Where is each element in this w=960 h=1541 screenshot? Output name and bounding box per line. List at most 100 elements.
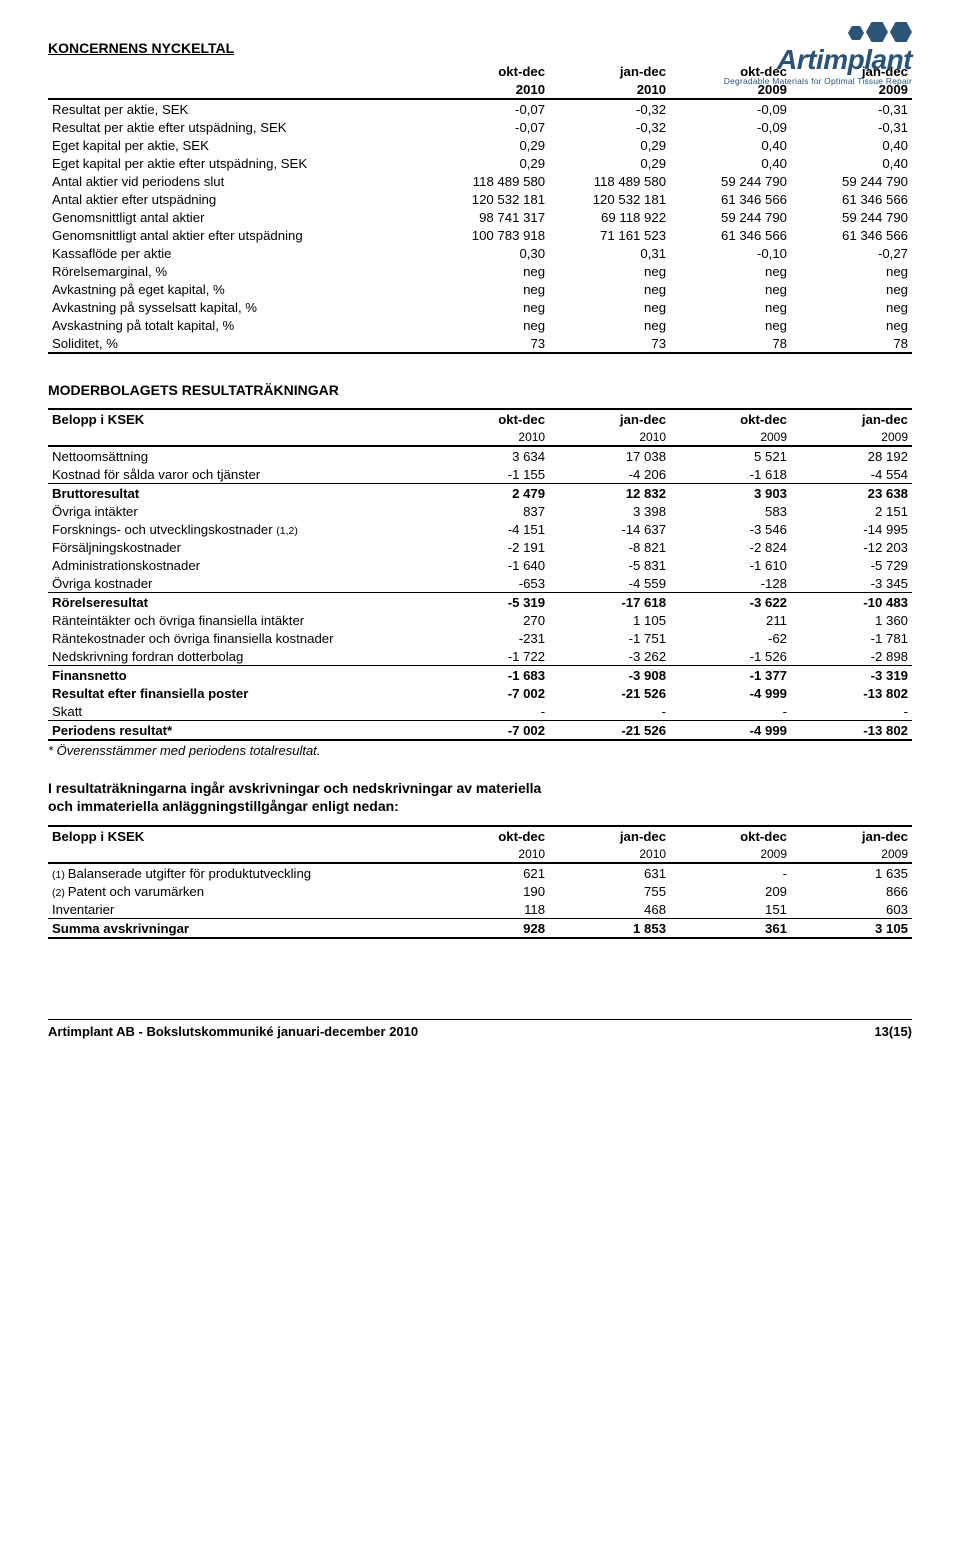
row-value: - — [670, 863, 791, 882]
row-value: -1 610 — [670, 556, 791, 574]
row-value: 1 853 — [549, 919, 670, 939]
table2-footnote: * Överensstämmer med periodens totalresu… — [48, 743, 912, 758]
row-value: -13 802 — [791, 721, 912, 741]
table-avskrivningar: Belopp i KSEKokt-decjan-decokt-decjan-de… — [48, 825, 912, 939]
row-value: 78 — [791, 334, 912, 353]
note-paragraph: I resultaträkningarna ingår avskrivninga… — [48, 780, 912, 815]
row-value: -4 151 — [428, 520, 549, 538]
row-value: -0,07 — [428, 99, 549, 118]
col-period: jan-dec — [549, 62, 670, 80]
row-value: 17 038 — [549, 446, 670, 465]
row-value: -1 640 — [428, 556, 549, 574]
col-period: okt-dec — [670, 826, 791, 845]
row-value: -1 683 — [428, 666, 549, 685]
row-label: Resultat per aktie efter utspädning, SEK — [48, 118, 428, 136]
row-value: -0,32 — [549, 99, 670, 118]
row-label: Rörelseresultat — [48, 593, 428, 612]
hex-icon — [848, 26, 864, 40]
row-value: -0,07 — [428, 118, 549, 136]
col-period: jan-dec — [549, 826, 670, 845]
row-value: 120 532 181 — [428, 190, 549, 208]
row-value: 190 — [428, 882, 549, 900]
row-value: -7 002 — [428, 684, 549, 702]
row-value: neg — [549, 262, 670, 280]
data-row: Summa avskrivningar9281 8533613 105 — [48, 919, 912, 939]
row-value: neg — [670, 262, 791, 280]
row-label: (1) Balanserade utgifter för produktutve… — [48, 863, 428, 882]
col-period: okt-dec — [428, 62, 549, 80]
row-label: Rörelsemarginal, % — [48, 262, 428, 280]
row-value: 211 — [670, 611, 791, 629]
row-value: 270 — [428, 611, 549, 629]
row-value: - — [670, 702, 791, 721]
row-value: neg — [670, 280, 791, 298]
row-value: 61 346 566 — [670, 190, 791, 208]
data-row: Genomsnittligt antal aktier98 741 31769 … — [48, 208, 912, 226]
table-nyckeltal: okt-decjan-decokt-decjan-dec201020102009… — [48, 62, 912, 354]
row-value: 0,29 — [428, 136, 549, 154]
row-value: -0,31 — [791, 118, 912, 136]
hex-icon — [866, 22, 888, 42]
data-row: Övriga intäkter8373 3985832 151 — [48, 502, 912, 520]
row-label: Inventarier — [48, 900, 428, 919]
row-value: 23 638 — [791, 484, 912, 503]
row-value: -0,32 — [549, 118, 670, 136]
row-value: neg — [791, 262, 912, 280]
row-value: 1 360 — [791, 611, 912, 629]
row-value: - — [791, 702, 912, 721]
row-label: Försäljningskostnader — [48, 538, 428, 556]
data-row: (2) Patent och varumärken190755209866 — [48, 882, 912, 900]
row-value: 603 — [791, 900, 912, 919]
row-label: (2) Patent och varumärken — [48, 882, 428, 900]
row-value: - — [549, 702, 670, 721]
header-year-row: 2010201020092009 — [48, 428, 912, 446]
row-label: Övriga intäkter — [48, 502, 428, 520]
row-value: 0,40 — [791, 136, 912, 154]
row-label: Genomsnittligt antal aktier efter utspäd… — [48, 226, 428, 244]
row-value: 61 346 566 — [791, 190, 912, 208]
row-label: Avskastning på totalt kapital, % — [48, 316, 428, 334]
row-value: - — [428, 702, 549, 721]
col-year: 2010 — [428, 428, 549, 446]
row-value: 755 — [549, 882, 670, 900]
row-value: -1 377 — [670, 666, 791, 685]
row-value: 3 398 — [549, 502, 670, 520]
row-value: 3 105 — [791, 919, 912, 939]
row-value: neg — [549, 298, 670, 316]
row-value: neg — [791, 280, 912, 298]
row-value: 1 105 — [549, 611, 670, 629]
data-row: Inventarier118468151603 — [48, 900, 912, 919]
row-value: 2 151 — [791, 502, 912, 520]
row-value: -7 002 — [428, 721, 549, 741]
data-row: Ränteintäkter och övriga finansiella int… — [48, 611, 912, 629]
row-value: -13 802 — [791, 684, 912, 702]
row-value: 59 244 790 — [791, 172, 912, 190]
data-row: Resultat per aktie efter utspädning, SEK… — [48, 118, 912, 136]
data-row: Räntekostnader och övriga finansiella ko… — [48, 629, 912, 647]
row-value: 61 346 566 — [791, 226, 912, 244]
row-label: Ränteintäkter och övriga finansiella int… — [48, 611, 428, 629]
row-value: -4 559 — [549, 574, 670, 593]
table2-title: MODERBOLAGETS RESULTATRÄKNINGAR — [48, 382, 912, 398]
row-label: Räntekostnader och övriga finansiella ko… — [48, 629, 428, 647]
row-value: 120 532 181 — [549, 190, 670, 208]
data-row: Kassaflöde per aktie0,300,31-0,10-0,27 — [48, 244, 912, 262]
row-value: 3 634 — [428, 446, 549, 465]
row-value: neg — [549, 280, 670, 298]
row-value: 837 — [428, 502, 549, 520]
row-value: -2 898 — [791, 647, 912, 666]
logo-name: Artimplant — [724, 44, 912, 76]
row-label: Eget kapital per aktie, SEK — [48, 136, 428, 154]
row-value: -4 206 — [549, 465, 670, 484]
data-row: Skatt---- — [48, 702, 912, 721]
footer-right: 13(15) — [874, 1024, 912, 1039]
row-value: -12 203 — [791, 538, 912, 556]
data-row: Resultat efter finansiella poster-7 002-… — [48, 684, 912, 702]
data-row: Rörelsemarginal, %negnegnegneg — [48, 262, 912, 280]
row-value: neg — [791, 298, 912, 316]
note-line-1: I resultaträkningarna ingår avskrivninga… — [48, 780, 541, 796]
data-row: Resultat per aktie, SEK-0,07-0,32-0,09-0… — [48, 99, 912, 118]
data-row: Administrationskostnader-1 640-5 831-1 6… — [48, 556, 912, 574]
belopp-label: Belopp i KSEK — [48, 826, 428, 845]
row-label: Summa avskrivningar — [48, 919, 428, 939]
